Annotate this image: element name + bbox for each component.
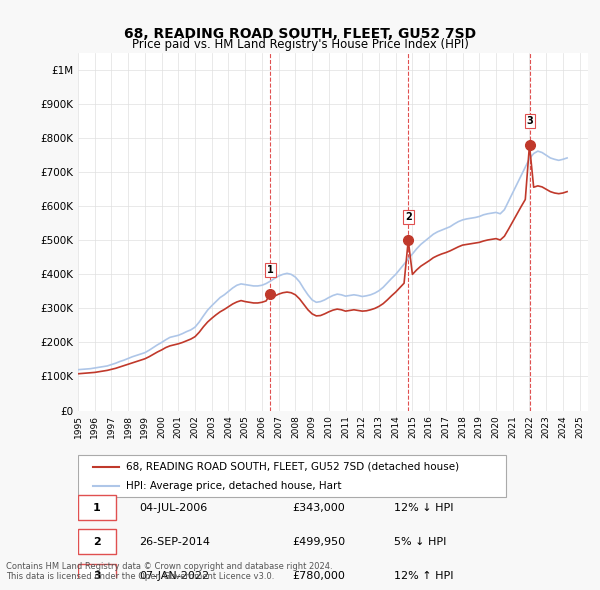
Text: 68, READING ROAD SOUTH, FLEET, GU52 7SD: 68, READING ROAD SOUTH, FLEET, GU52 7SD — [124, 27, 476, 41]
FancyBboxPatch shape — [78, 529, 116, 554]
Text: 68, READING ROAD SOUTH, FLEET, GU52 7SD (detached house): 68, READING ROAD SOUTH, FLEET, GU52 7SD … — [127, 462, 460, 472]
Text: 1: 1 — [93, 503, 101, 513]
Text: Price paid vs. HM Land Registry's House Price Index (HPI): Price paid vs. HM Land Registry's House … — [131, 38, 469, 51]
Text: 04-JUL-2006: 04-JUL-2006 — [139, 503, 208, 513]
FancyBboxPatch shape — [78, 455, 506, 497]
Text: 3: 3 — [93, 571, 101, 581]
Text: HPI: Average price, detached house, Hart: HPI: Average price, detached house, Hart — [127, 481, 342, 491]
Text: 1: 1 — [267, 265, 274, 275]
Text: 3: 3 — [527, 116, 533, 126]
Text: 2: 2 — [93, 537, 101, 547]
Text: £499,950: £499,950 — [292, 537, 346, 547]
Text: 07-JAN-2022: 07-JAN-2022 — [139, 571, 209, 581]
Text: 12% ↓ HPI: 12% ↓ HPI — [394, 503, 454, 513]
FancyBboxPatch shape — [78, 563, 116, 588]
FancyBboxPatch shape — [78, 496, 116, 520]
Text: 12% ↑ HPI: 12% ↑ HPI — [394, 571, 454, 581]
Text: £780,000: £780,000 — [292, 571, 345, 581]
Text: 5% ↓ HPI: 5% ↓ HPI — [394, 537, 446, 547]
Text: 2: 2 — [405, 212, 412, 222]
Text: Contains HM Land Registry data © Crown copyright and database right 2024.
This d: Contains HM Land Registry data © Crown c… — [6, 562, 332, 581]
Text: £343,000: £343,000 — [292, 503, 345, 513]
Text: 26-SEP-2014: 26-SEP-2014 — [139, 537, 210, 547]
